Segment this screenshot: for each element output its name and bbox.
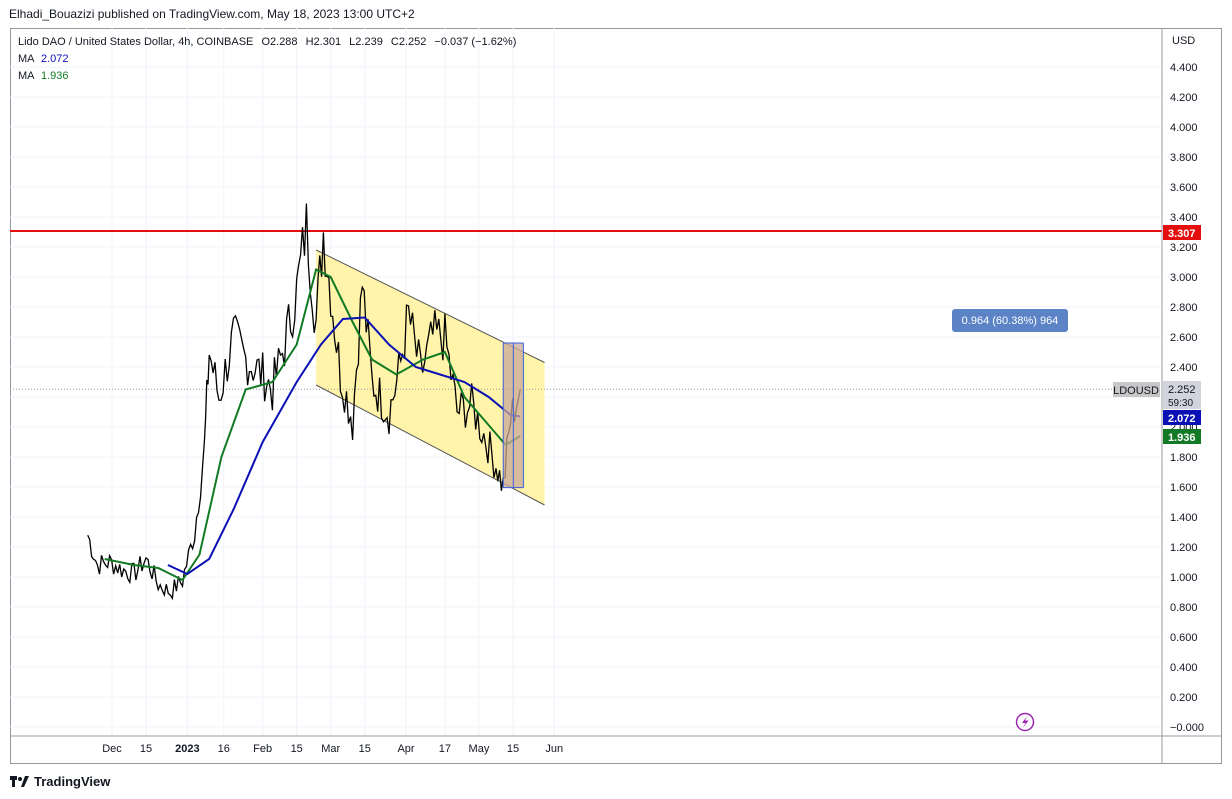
time-tick-label: Feb (253, 743, 272, 755)
symbol-legend[interactable]: Lido DAO / United States Dollar, 4h, COI… (18, 36, 516, 48)
price-tick-label: 1.400 (1170, 512, 1198, 524)
measure-label: 0.964 (60.38%) 964 (962, 315, 1059, 327)
resistance-badge (1163, 225, 1201, 240)
time-tick-label: 15 (140, 743, 152, 755)
ma1-legend[interactable]: MA 2.072 (18, 53, 69, 65)
price-tick-label: 3.600 (1170, 182, 1198, 194)
price-tick-label: 3.400 (1170, 212, 1198, 224)
time-tick-label: Apr (397, 743, 414, 755)
resistance-badge-text: 3.307 (1168, 228, 1196, 240)
publish-header: Elhadi_Bouazizi published on TradingView… (0, 0, 1232, 28)
chart-frame[interactable] (10, 28, 1222, 764)
time-tick-label: Dec (102, 743, 122, 755)
change-value: −0.037 (−1.62%) (434, 36, 517, 48)
time-tick-label: May (469, 743, 490, 755)
close-label: C (390, 36, 399, 48)
price-series-line (87, 203, 521, 601)
tradingview-logo-icon (10, 776, 29, 787)
price-tick-label: 0.400 (1170, 662, 1198, 674)
ma2-legend[interactable]: MA 1.936 (18, 70, 69, 82)
ma-green-line (104, 268, 521, 582)
high-label: H (305, 36, 314, 48)
price-tick-label: 4.400 (1170, 62, 1198, 74)
ma2-badge-text: 1.936 (1168, 432, 1196, 444)
price-tick-label: 1.200 (1170, 542, 1198, 554)
ma1-badge-text: 2.072 (1168, 413, 1196, 425)
time-tick-label: 15 (507, 743, 519, 755)
price-tick-label: 4.200 (1170, 92, 1198, 104)
price-tick-label: 1.800 (1170, 452, 1198, 464)
symbol-name: Lido DAO / United States Dollar, 4h, COI… (18, 36, 254, 48)
price-tick-label: 0.800 (1170, 602, 1198, 614)
price-tick-label: −0.000 (1170, 722, 1204, 734)
price-tick-label: 4.000 (1170, 122, 1198, 134)
close-value: 2.252 (398, 36, 427, 48)
price-tick-label: 1.000 (1170, 572, 1198, 584)
time-tick-label: Mar (321, 743, 340, 755)
descending-channel (316, 250, 545, 505)
last-price-text: 2.252 (1168, 384, 1196, 396)
ma2-label: MA (18, 70, 34, 82)
high-value: 2.301 (313, 36, 342, 48)
time-tick-label: 2023 (175, 743, 199, 755)
measure-label-badge (952, 309, 1068, 332)
price-tick-label: 1.600 (1170, 482, 1198, 494)
time-tick-label: 16 (218, 743, 230, 755)
ma1-value: 2.072 (40, 53, 69, 65)
price-tick-label: 3.200 (1170, 242, 1198, 254)
time-tick-label: 17 (439, 743, 451, 755)
price-tick-label: 2.400 (1170, 362, 1198, 374)
price-tick-label: 0.600 (1170, 632, 1198, 644)
time-tick-label: 15 (291, 743, 303, 755)
time-axis: Dec 15 2023 16 Feb 15 Mar 15 Apr 17 May 15 Jun (102, 743, 563, 755)
low-value: 2.239 (355, 36, 383, 48)
open-value: 2.288 (270, 36, 298, 48)
ma-blue-line (167, 316, 521, 576)
ma2-badge (1163, 429, 1201, 444)
price-tick-label: 2.800 (1170, 302, 1198, 314)
open-label: O (261, 36, 271, 48)
symbol-badge (1113, 382, 1160, 397)
ma1-badge (1163, 410, 1201, 425)
symbol-badge-text: LDOUSD (1113, 385, 1159, 397)
price-tick-label: 3.800 (1170, 152, 1198, 164)
price-tick-label: 0.200 (1170, 692, 1198, 704)
currency-label: USD (1172, 35, 1195, 47)
ma2-value: 1.936 (40, 70, 69, 82)
price-tick-label: 2.600 (1170, 332, 1198, 344)
publish-line: Elhadi_Bouazizi published on TradingView… (9, 7, 415, 21)
last-price-badge (1163, 381, 1201, 409)
price-tick-label: 3.000 (1170, 272, 1198, 284)
tradingview-brand: TradingView (34, 774, 111, 789)
low-label: L (349, 36, 356, 48)
ma1-label: MA (18, 53, 34, 65)
lightning-icon[interactable] (1015, 712, 1035, 732)
chart-grid (10, 28, 1162, 736)
time-tick-label: Jun (545, 743, 563, 755)
countdown-text: 59:30 (1168, 398, 1193, 409)
time-tick-label: 15 (359, 743, 371, 755)
